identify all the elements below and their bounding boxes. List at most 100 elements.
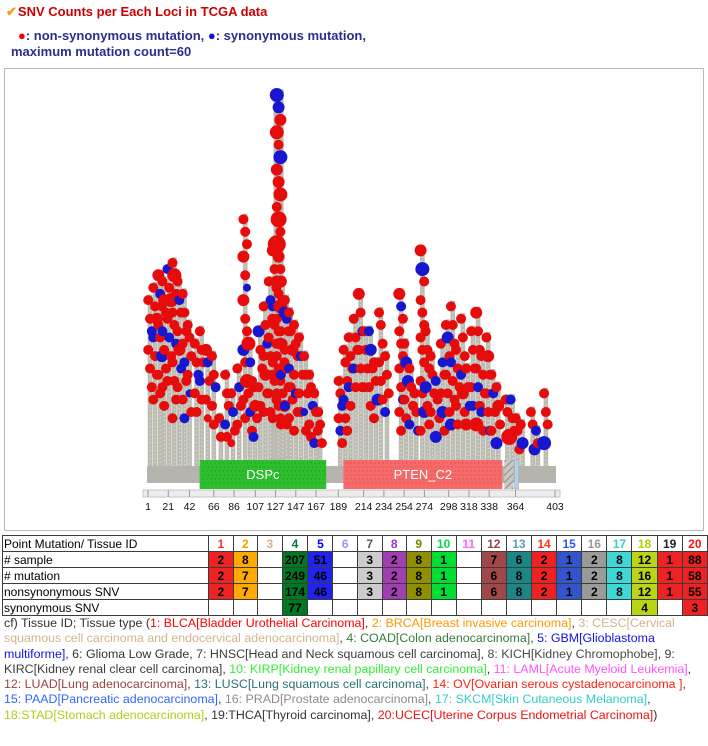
svg-text:254: 254 — [395, 501, 413, 513]
value-cell: 46 — [307, 567, 334, 584]
tissue-type-segment: 1: BLCA[Bladder Urothelial Carcinoma] — [149, 616, 365, 630]
svg-text:PTEN_C2: PTEN_C2 — [394, 467, 453, 482]
tissue-id-header: 8 — [381, 535, 408, 552]
tissue-footnote: cf) Tissue ID; Tissue type (1: BLCA[Blad… — [4, 616, 704, 723]
svg-text:86: 86 — [228, 501, 240, 513]
tissue-id-header: 12 — [480, 535, 507, 552]
tissue-id-header: 15 — [556, 535, 583, 552]
legend-line-1: ●: non-synonymous mutation, ●: synonymou… — [11, 28, 366, 44]
synonymous-label: : synonymous mutation, — [215, 28, 366, 43]
tissue-type-segment: ) — [653, 707, 658, 722]
value-cell — [332, 551, 358, 568]
value-cell: 88 — [681, 551, 708, 568]
svg-text:274: 274 — [416, 501, 434, 513]
value-cell: 2 — [581, 551, 608, 568]
value-cell: 4 — [631, 599, 658, 616]
value-cell: 8 — [606, 551, 633, 568]
value-cell: 8 — [505, 583, 532, 600]
value-cell: 6 — [505, 551, 532, 568]
tissue-type-segment: 14: OV[Ovarian serous cystadenocarcinoma… — [432, 677, 683, 692]
value-cell — [455, 567, 482, 584]
tissue-type-segment: , — [187, 677, 195, 692]
value-cell — [480, 599, 507, 616]
value-cell: 8 — [406, 551, 432, 568]
tissue-id-header: 7 — [356, 535, 383, 552]
svg-text:167: 167 — [307, 501, 325, 513]
row-label: nonsynonymous SNV — [1, 583, 210, 600]
tissue-type-segment: 7: HNSC[Head and Neck squamous cell carc… — [196, 646, 481, 661]
value-cell: 3 — [356, 567, 383, 584]
value-cell: 2 — [381, 551, 408, 568]
svg-text:338: 338 — [480, 501, 498, 513]
value-cell — [332, 567, 358, 584]
value-cell — [257, 599, 283, 616]
svg-text:66: 66 — [208, 501, 220, 513]
value-cell: 7 — [232, 583, 259, 600]
page-title: ✔SNV Counts per Each Loci in TCGA data — [6, 4, 267, 20]
tissue-id-header: 5 — [307, 535, 334, 552]
tissue-type-segment: , — [682, 677, 686, 692]
svg-text:189: 189 — [330, 501, 348, 513]
value-cell: 2 — [530, 551, 558, 568]
tissue-type-segment: , — [480, 646, 488, 661]
tissue-type-segment: , — [687, 661, 692, 676]
tissue-type-segment: 8: KICH[Kidney Chromophobe] — [487, 646, 658, 661]
svg-text:DSPc: DSPc — [246, 467, 280, 482]
tissue-type-segment: cf) Tissue ID; Tissue type ( — [4, 616, 150, 630]
value-cell — [556, 599, 583, 616]
svg-text:318: 318 — [460, 501, 478, 513]
tissue-type-segment: , — [217, 692, 225, 707]
tissue-type-segment: , — [364, 616, 372, 630]
tissue-id-header: 17 — [606, 535, 633, 552]
value-cell — [581, 599, 608, 616]
page-title-text: SNV Counts per Each Loci in TCGA data — [17, 4, 268, 19]
tissue-type-segment: , — [428, 692, 435, 707]
value-cell: 1 — [656, 567, 683, 584]
svg-text:107: 107 — [247, 501, 265, 513]
tissue-id-header: 6 — [332, 535, 358, 552]
tissue-id-header: 16 — [581, 535, 608, 552]
tissue-type-segment: 3: CESC[Cervical squamous cell carcinoma… — [4, 616, 675, 646]
svg-text:403: 403 — [546, 501, 564, 513]
tissue-id-header: 11 — [455, 535, 482, 552]
table-row: nonsynonymous SNV 2 7 174 46 3 2 8 1 6 8 2 1 2 8 12 1 55 — [1, 583, 708, 600]
row-label: synonymous SNV — [1, 599, 210, 616]
value-cell: 2 — [208, 583, 234, 600]
value-cell — [656, 599, 683, 616]
value-cell — [257, 551, 283, 568]
svg-text:42: 42 — [184, 501, 196, 513]
value-cell — [381, 599, 408, 616]
lollipop-plot-svg: DSPc PTEN_C2 1 21 42 66 86 107 127 147 167 189 214 23… — [142, 88, 564, 513]
value-cell: 2 — [581, 567, 608, 584]
svg-text:214: 214 — [355, 501, 373, 513]
value-cell: 12 — [631, 551, 658, 568]
value-cell: 1 — [430, 551, 457, 568]
value-cell: 1 — [656, 551, 683, 568]
row-label: # sample — [1, 551, 210, 568]
tissue-type-segment: , — [657, 646, 665, 661]
tissue-id-header: 13 — [505, 535, 532, 552]
value-cell — [455, 583, 482, 600]
value-cell: 207 — [281, 551, 309, 568]
tissue-id-header: 10 — [430, 535, 457, 552]
tissue-id-header: 1 — [208, 535, 234, 552]
value-cell: 2 — [381, 583, 408, 600]
table-row: synonymous SNV 77 4 3 — [1, 599, 708, 616]
value-cell — [356, 599, 383, 616]
tissue-id-header: 20 — [681, 535, 708, 552]
tissue-type-segment: , — [370, 707, 378, 722]
tissue-type-segment: 5: GBM[Glioblastoma multiforme] — [4, 631, 655, 661]
value-cell — [332, 599, 358, 616]
value-cell — [455, 551, 482, 568]
value-cell — [406, 599, 432, 616]
tissue-type-segment: 6: Glioma Low Grade — [72, 646, 190, 661]
svg-text:1: 1 — [145, 501, 151, 513]
check-icon: ✔ — [6, 4, 17, 19]
value-cell: 8 — [505, 567, 532, 584]
table-header-row: Point Mutation/ Tissue ID 1 2 3 4 5 6 7 8 9 10 11 12… — [1, 535, 708, 552]
value-cell: 3 — [356, 551, 383, 568]
tissue-type-segment: 10: KIRP[Kidney renal papillary cell car… — [229, 661, 487, 676]
table-corner-label: Point Mutation/ Tissue ID — [1, 535, 210, 552]
value-cell — [606, 599, 633, 616]
value-cell — [307, 599, 334, 616]
